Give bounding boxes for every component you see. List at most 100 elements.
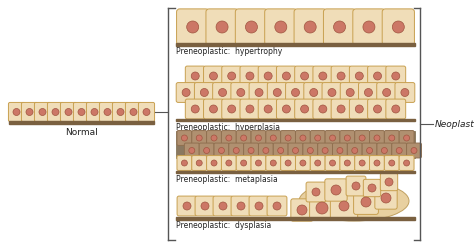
Circle shape [392,21,404,33]
Circle shape [255,135,262,141]
FancyBboxPatch shape [9,102,25,122]
FancyBboxPatch shape [377,83,397,102]
FancyBboxPatch shape [353,9,385,45]
Circle shape [346,88,354,97]
FancyBboxPatch shape [354,189,378,214]
Circle shape [273,202,281,210]
Circle shape [201,202,209,210]
FancyBboxPatch shape [310,196,334,220]
FancyBboxPatch shape [349,66,369,86]
Circle shape [383,88,391,97]
FancyBboxPatch shape [207,156,221,170]
Circle shape [182,135,187,141]
FancyBboxPatch shape [236,130,251,145]
Circle shape [270,135,276,141]
FancyBboxPatch shape [395,83,415,102]
Circle shape [52,109,59,116]
FancyBboxPatch shape [392,143,407,158]
FancyBboxPatch shape [355,130,370,145]
Circle shape [246,72,254,80]
FancyBboxPatch shape [377,143,392,158]
FancyBboxPatch shape [213,196,233,216]
Bar [176,119,415,121]
FancyBboxPatch shape [380,173,398,191]
FancyBboxPatch shape [370,130,384,145]
FancyBboxPatch shape [47,102,64,122]
Circle shape [241,160,246,166]
FancyBboxPatch shape [375,187,397,209]
Circle shape [211,135,217,141]
Circle shape [91,109,98,116]
FancyBboxPatch shape [229,143,244,158]
Circle shape [143,109,150,116]
FancyBboxPatch shape [221,130,236,145]
FancyBboxPatch shape [340,156,355,170]
FancyBboxPatch shape [330,192,358,220]
FancyBboxPatch shape [384,130,399,145]
FancyBboxPatch shape [306,182,326,202]
FancyBboxPatch shape [358,83,378,102]
Circle shape [365,88,373,97]
Circle shape [382,147,387,153]
FancyBboxPatch shape [331,99,351,119]
Circle shape [191,105,199,113]
Circle shape [226,160,232,166]
FancyBboxPatch shape [294,9,326,45]
Circle shape [322,147,328,153]
FancyBboxPatch shape [323,9,356,45]
Circle shape [275,21,287,33]
Circle shape [328,88,336,97]
FancyBboxPatch shape [251,130,266,145]
Circle shape [182,160,187,166]
Circle shape [39,109,46,116]
Circle shape [219,147,224,153]
Circle shape [337,105,345,113]
Circle shape [356,72,363,80]
FancyBboxPatch shape [192,130,207,145]
Circle shape [183,202,191,210]
Bar [176,217,415,220]
Circle shape [359,135,365,141]
Circle shape [285,135,291,141]
Circle shape [381,193,391,203]
Circle shape [331,185,341,195]
Text: Preneoplastic:  dysplasia: Preneoplastic: dysplasia [176,221,271,230]
FancyBboxPatch shape [318,143,333,158]
FancyBboxPatch shape [362,143,377,158]
FancyBboxPatch shape [407,143,421,158]
FancyBboxPatch shape [177,130,192,145]
FancyBboxPatch shape [295,99,315,119]
FancyBboxPatch shape [276,66,296,86]
Circle shape [210,72,218,80]
Circle shape [255,160,262,166]
Circle shape [219,88,227,97]
Circle shape [366,147,373,153]
Circle shape [339,201,349,211]
FancyBboxPatch shape [273,143,288,158]
Circle shape [264,105,272,113]
Ellipse shape [299,181,409,221]
FancyBboxPatch shape [276,99,296,119]
FancyBboxPatch shape [195,196,215,216]
Circle shape [78,109,85,116]
Circle shape [255,202,263,210]
FancyBboxPatch shape [86,102,102,122]
Circle shape [316,202,328,214]
Circle shape [196,160,202,166]
Circle shape [374,72,382,80]
FancyBboxPatch shape [310,156,325,170]
Circle shape [337,147,343,153]
FancyBboxPatch shape [340,83,360,102]
FancyBboxPatch shape [368,66,387,86]
Circle shape [344,160,350,166]
Circle shape [401,88,409,97]
FancyBboxPatch shape [214,143,229,158]
Circle shape [130,109,137,116]
Circle shape [374,160,380,166]
Circle shape [403,135,410,141]
FancyBboxPatch shape [266,156,281,170]
Circle shape [356,105,363,113]
FancyBboxPatch shape [249,83,269,102]
Circle shape [211,160,217,166]
Circle shape [352,147,358,153]
